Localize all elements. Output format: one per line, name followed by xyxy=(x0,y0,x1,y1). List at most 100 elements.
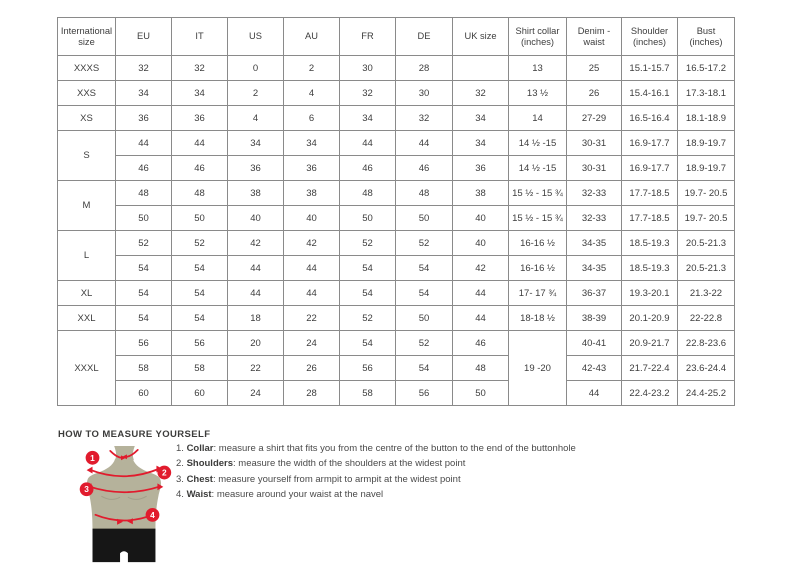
table-row: XL 54 54 44 44 54 54 44 17- 17 ¾ 36-37 19.3-20.1 21… xyxy=(57,280,735,306)
step-text: : measure the width of the shoulders at … xyxy=(233,458,466,470)
size-cell: 18.5-19.3 xyxy=(621,255,678,281)
size-cell: 40 xyxy=(452,205,509,231)
size-cell: 19.7- 20.5 xyxy=(677,205,735,231)
size-cell: 50 xyxy=(339,205,396,231)
size-cell: 34 xyxy=(115,80,172,106)
table-row: 46 46 36 36 46 46 36 14 ½ -15 30-31 16.9-17.7 18.9… xyxy=(58,155,735,181)
step-term: Shoulders xyxy=(186,458,234,470)
size-cell: 15.4-16.1 xyxy=(621,80,678,106)
size-cell: 4 xyxy=(283,80,340,106)
size-cell: 32 xyxy=(171,55,228,81)
size-cell: XS xyxy=(57,105,116,131)
size-cell: 21.3-22 xyxy=(677,280,735,306)
size-cell: 20.1-20.9 xyxy=(621,305,678,331)
size-cell: 20.5-21.3 xyxy=(677,230,735,256)
size-cell: 26 xyxy=(566,80,622,106)
size-cell: 44 xyxy=(227,280,284,306)
size-cell: 34 xyxy=(171,80,228,106)
size-cell: 36-37 xyxy=(566,280,622,306)
size-cell: 36 xyxy=(283,155,340,181)
column-header: AU xyxy=(283,17,340,56)
size-cell: 32-33 xyxy=(566,205,622,231)
column-header: IT xyxy=(171,17,228,56)
column-header: International size xyxy=(57,17,116,56)
size-cell: 58 xyxy=(115,355,172,381)
size-cell: 19 -20 xyxy=(508,330,567,406)
size-cell: 17.7-18.5 xyxy=(621,205,678,231)
size-chart-body: XXXS 32 32 0 2 30 28 13 25 15.1-15.7 16.5-17.2 XXS 3… xyxy=(57,55,735,406)
size-cell: 13 ½ xyxy=(508,80,567,106)
size-cell: 54 xyxy=(339,280,396,306)
size-cell: 23.6-24.4 xyxy=(677,355,735,381)
size-cell: 46 xyxy=(452,330,509,356)
size-cell: 54 xyxy=(171,280,228,306)
size-cell: 36 xyxy=(452,155,509,181)
size-cell: 22.4-23.2 xyxy=(621,380,678,406)
marker-1: 1 xyxy=(90,453,95,463)
table-row: XXS 34 34 2 4 32 30 32 13 ½ 26 15.4-16.1 17.3-18.1 xyxy=(57,80,735,106)
table-row: XXXL 56 56 20 24 54 52 46 19 -20 40-41 20.9-21.7 22… xyxy=(57,330,735,406)
size-cell: 60 xyxy=(171,380,228,406)
size-cell: 50 xyxy=(395,205,453,231)
size-cell: 22 xyxy=(283,305,340,331)
size-cell xyxy=(452,55,509,81)
torso-illustration: 1 2 3 4 xyxy=(79,446,172,563)
size-cell: 16.5-17.2 xyxy=(677,55,735,81)
size-cell: 32 xyxy=(395,105,453,131)
step-number: 1. xyxy=(176,443,187,454)
column-header: Denim - waist xyxy=(566,17,622,56)
size-cell: 15.1-15.7 xyxy=(621,55,678,81)
size-cell: 34-35 xyxy=(566,230,622,256)
size-cell: 36 xyxy=(115,105,172,131)
size-cell: 27-29 xyxy=(566,105,622,131)
table-row: M 48 48 38 38 48 48 38 15 ½ - 15 ¾ 32-33 17.7-18.5… xyxy=(57,180,735,231)
size-cell: 40 xyxy=(452,230,509,256)
size-cell: 44 xyxy=(283,280,340,306)
column-header: EU xyxy=(115,17,172,56)
size-cell: 56 xyxy=(395,380,453,406)
size-cell: 44 xyxy=(227,255,284,281)
measure-step: 3. Chest: measure yourself from armpit t… xyxy=(176,472,576,487)
size-cell: 34 xyxy=(339,105,396,131)
size-cell: 44 xyxy=(339,130,396,156)
size-cell: 18 xyxy=(227,305,284,331)
step-text: : measure around your waist at the navel xyxy=(211,489,384,501)
size-cell: 40 xyxy=(227,205,284,231)
size-cell: 38 xyxy=(227,180,284,206)
column-header: Bust (inches) xyxy=(677,17,735,56)
size-cell: 60 xyxy=(115,380,172,406)
size-cell: 50 xyxy=(395,305,453,331)
size-cell: 54 xyxy=(171,305,228,331)
size-cell: 22.8-23.6 xyxy=(677,330,735,356)
size-cell: M xyxy=(57,180,116,231)
size-cell: 28 xyxy=(395,55,453,81)
size-cell: 50 xyxy=(171,205,228,231)
size-cell: 36 xyxy=(227,155,284,181)
step-text: : measure a shirt that fits you from the… xyxy=(213,443,576,454)
size-cell: 58 xyxy=(339,380,396,406)
size-cell: XXS xyxy=(57,80,116,106)
table-row: 60 60 24 28 58 56 50 44 22.4-23.2 24.4-25.2 xyxy=(58,380,735,406)
column-header: US xyxy=(227,17,284,56)
size-cell: 40-41 xyxy=(566,330,622,356)
size-cell: 16.5-16.4 xyxy=(621,105,678,131)
table-row: 50 50 40 40 50 50 40 15 ½ - 15 ¾ 32-33 17.7-18.5 1… xyxy=(58,205,735,231)
size-cell: 50 xyxy=(452,380,509,406)
size-cell: 28 xyxy=(283,380,340,406)
size-cell: 52 xyxy=(171,230,228,256)
size-cell: 44 xyxy=(452,305,509,331)
size-cell: 54 xyxy=(171,255,228,281)
table-row: L 52 52 42 42 52 52 40 16-16 ½ 34-35 18.5-19.3 20.5… xyxy=(57,230,735,281)
size-cell: 54 xyxy=(115,255,172,281)
size-cell: 18.1-18.9 xyxy=(677,105,735,131)
size-cell: 44 xyxy=(395,130,453,156)
size-cell: 50 xyxy=(115,205,172,231)
size-cell: 24.4-25.2 xyxy=(677,380,735,406)
size-cell: 38 xyxy=(283,180,340,206)
size-cell: 18-18 ½ xyxy=(508,305,567,331)
size-cell: 16.9-17.7 xyxy=(621,130,678,156)
size-cell: 0 xyxy=(227,55,284,81)
size-cell: L xyxy=(57,230,116,281)
size-cell: 36 xyxy=(171,105,228,131)
